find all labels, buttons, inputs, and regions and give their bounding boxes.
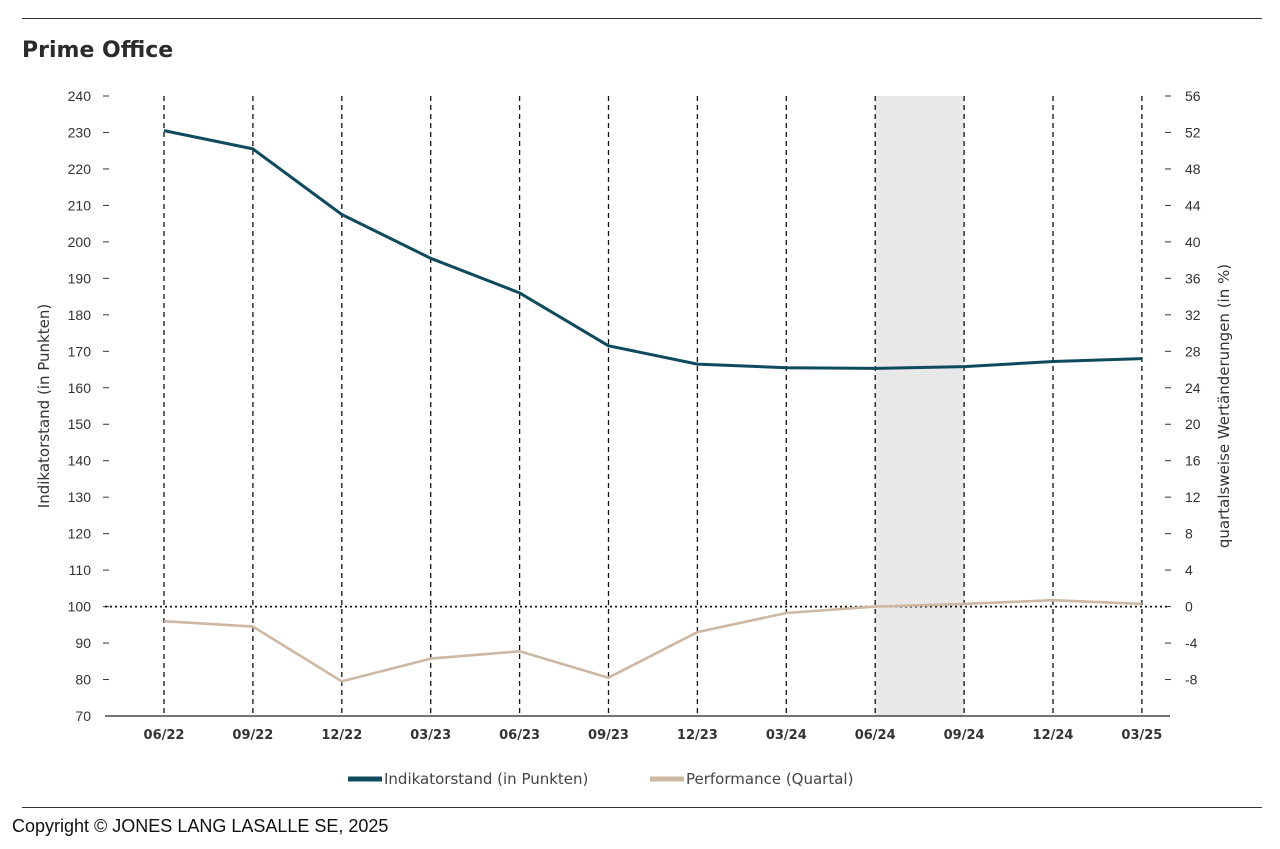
y-tick-label: 130 — [68, 489, 92, 505]
y-tick-label: 90 — [75, 635, 91, 651]
y-tick-label: 190 — [68, 270, 92, 286]
y-tick-label: 110 — [69, 562, 92, 578]
y-tick-label: 230 — [68, 124, 92, 140]
y2-tick-label: 56 — [1185, 88, 1201, 104]
y2-tick-label: 4 — [1185, 562, 1193, 578]
x-tick-label: 03/24 — [766, 728, 807, 743]
x-tick-label: 12/24 — [1033, 728, 1074, 743]
bottom-rule — [22, 807, 1262, 808]
chart-title: Prime Office — [22, 38, 174, 63]
x-tick-label: 06/24 — [855, 728, 896, 743]
y-tick-label: 180 — [68, 307, 92, 323]
x-tick-label: 03/23 — [410, 728, 451, 743]
y2-tick-label: 16 — [1185, 453, 1201, 469]
x-tick-label: 09/24 — [944, 728, 985, 743]
y2-tick-label: 0 — [1185, 599, 1193, 615]
x-tick-label: 09/23 — [588, 728, 629, 743]
y-tick-label: 210 — [68, 197, 92, 213]
y2-tick-label: 36 — [1185, 270, 1201, 286]
y2-tick-label: 48 — [1185, 161, 1201, 177]
y2-tick-label: 32 — [1185, 307, 1201, 323]
copyright-notice: Copyright © JONES LANG LASALLE SE, 2025 — [12, 816, 389, 836]
legend-label-performance: Performance (Quartal) — [686, 770, 853, 788]
y-tick-label: 200 — [68, 234, 92, 250]
y2-tick-label: -4 — [1185, 635, 1198, 651]
y2-tick-label: 28 — [1185, 343, 1201, 359]
y-tick-label: 170 — [68, 343, 92, 359]
y-tick-label: 100 — [68, 599, 92, 615]
legend-label-indikatorstand: Indikatorstand (in Punkten) — [384, 770, 588, 788]
x-tick-label: 03/25 — [1121, 728, 1162, 743]
y-tick-label: 240 — [68, 88, 92, 104]
y-tick-label: 140 — [68, 453, 92, 469]
top-rule — [22, 18, 1262, 19]
y2-tick-label: 52 — [1185, 124, 1201, 140]
y-tick-label: 70 — [75, 708, 91, 724]
series-line-indikatorstand — [163, 129, 1142, 370]
x-tick-label: 12/22 — [321, 728, 362, 743]
y2-axis-title: quartalsweise Wertänderungen (in %) — [1215, 264, 1233, 548]
y-axis-title: Indikatorstand (in Punkten) — [35, 304, 53, 508]
y2-tick-label: 24 — [1185, 380, 1201, 396]
y2-tick-label: 12 — [1185, 489, 1201, 505]
x-tick-label: 12/23 — [677, 728, 718, 743]
y-tick-label: 80 — [75, 672, 91, 688]
y-tick-label: 220 — [68, 161, 92, 177]
x-tick-label: 06/22 — [144, 728, 185, 743]
y2-tick-label: 40 — [1185, 234, 1201, 250]
y-tick-label: 120 — [68, 526, 92, 542]
highlight-band — [875, 96, 965, 716]
y2-tick-label: 20 — [1185, 416, 1201, 432]
x-tick-label: 09/22 — [232, 728, 273, 743]
y2-tick-label: 44 — [1185, 197, 1201, 213]
y2-tick-label: 8 — [1185, 526, 1193, 542]
y2-tick-label: -8 — [1185, 672, 1198, 688]
y-tick-label: 160 — [68, 380, 92, 396]
x-tick-label: 06/23 — [499, 728, 540, 743]
series-line-performance — [163, 598, 1142, 683]
y-tick-label: 150 — [68, 416, 92, 432]
